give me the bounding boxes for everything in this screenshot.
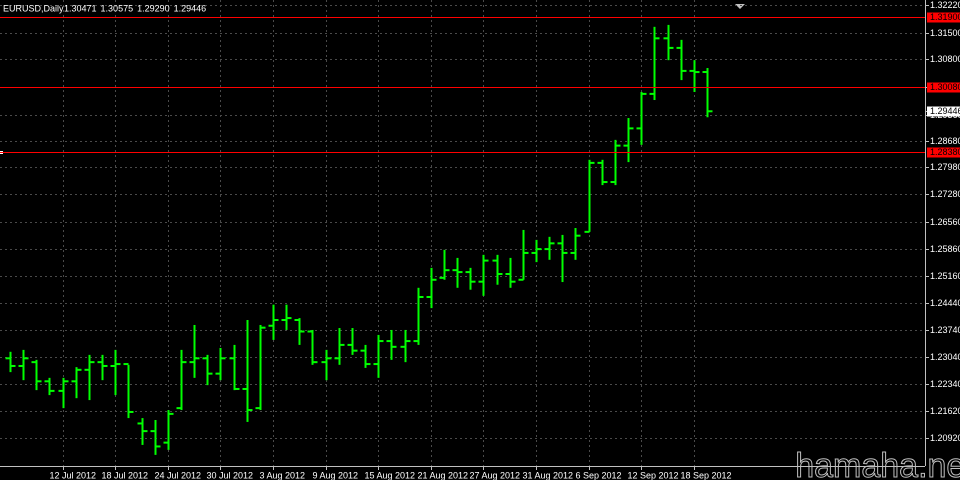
y-tick-label: 1.23040 (930, 352, 960, 362)
x-tick-label: 15 Aug 2012 (365, 470, 416, 480)
y-tick-label: 1.26560 (930, 217, 960, 227)
watermark: hamaha.net (795, 447, 960, 480)
y-tick-label: 1.30800 (930, 54, 960, 64)
y-tick-label: 1.25160 (930, 271, 960, 281)
quote-value: 1.30471 (64, 3, 97, 13)
x-tick-label: 9 Aug 2012 (313, 470, 359, 480)
x-tick-label: 31 Aug 2012 (523, 470, 574, 480)
level-label: 1.31900 (930, 12, 960, 22)
quote-value: 1.29446 (174, 3, 207, 13)
y-tick-label: 1.21620 (930, 406, 960, 416)
x-tick-label: 30 Jul 2012 (207, 470, 254, 480)
x-tick-label: 21 Aug 2012 (418, 470, 469, 480)
level-label: 1.30080 (930, 82, 960, 92)
y-tick-label: 1.32220 (930, 0, 960, 10)
level-label-box (927, 12, 960, 23)
bars (5, 24, 713, 455)
x-tick-label: 24 Jul 2012 (155, 470, 202, 480)
overlay: 1.31900 1.30080 1.28380 1.29446 (0, 12, 960, 158)
shift-marker[interactable] (735, 4, 745, 9)
y-tick-label: 1.28680 (930, 136, 960, 146)
y-tick-label: 1.24440 (930, 298, 960, 308)
level-label-box (927, 82, 960, 93)
last-price-label: 1.29446 (930, 106, 960, 116)
y-tick-label: 1.20920 (930, 433, 960, 443)
quote-value: 1.30575 (101, 3, 134, 13)
y-tick-label: 1.22340 (930, 379, 960, 389)
level-label: 1.28380 (930, 147, 960, 157)
last-price-box (927, 106, 960, 117)
x-tick-label: 18 Sep 2012 (681, 470, 732, 480)
x-tick-label: 12 Sep 2012 (628, 470, 679, 480)
x-tick-label: 18 Jul 2012 (102, 470, 149, 480)
quote-value: 1.29290 (137, 3, 170, 13)
x-tick-label: 27 Aug 2012 (470, 470, 521, 480)
y-tick-label: 1.27980 (930, 162, 960, 172)
y-tick-label: 1.23740 (930, 325, 960, 335)
level-label-box (927, 147, 960, 158)
y-tick-label: 1.31500 (930, 28, 960, 38)
x-tick-label: 3 Aug 2012 (260, 470, 306, 480)
x-tick-label: 12 Jul 2012 (50, 470, 97, 480)
y-tick-label: 1.27280 (930, 189, 960, 199)
y-tick-label: 1.25860 (930, 244, 960, 254)
x-tick-label: 6 Sep 2012 (576, 470, 622, 480)
symbol-title: EURUSD,Daily (3, 3, 64, 13)
